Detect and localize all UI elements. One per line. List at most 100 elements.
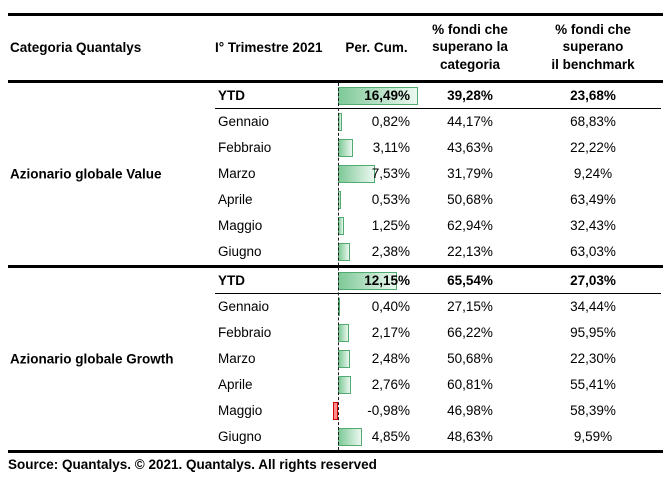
beat-category-cell: 46,98% (447, 403, 493, 418)
category-cell (8, 187, 215, 213)
cumulative-cell: 0,40% (338, 294, 415, 320)
table-row: Gennaio 0,82% 44,17% 68,83% (8, 109, 661, 135)
cumulative-cell: 3,11% (338, 135, 415, 161)
beat-benchmark-cell: 63,49% (570, 192, 616, 207)
cumulative-cell: 1,25% (338, 213, 415, 239)
performance-databar (338, 243, 350, 261)
column-header-cumulative: Per. Cum. (345, 39, 408, 55)
group-azionario-globale-value: Azionario globale Value YTD 16,49% 39,28… (8, 83, 661, 265)
beat-benchmark-cell: 9,59% (573, 429, 613, 444)
table-row: Febbraio 2,17% 66,22% 95,95% (8, 320, 661, 346)
period-cell: Maggio (218, 403, 263, 418)
beat-category-cell: 62,94% (447, 218, 493, 233)
cumulative-cell: 16,49% (338, 83, 418, 109)
category-cell (8, 398, 215, 424)
cumulative-value: -0,98% (367, 403, 410, 418)
period-cell: Marzo (218, 166, 256, 181)
cumulative-cell: -0,98% (333, 398, 415, 424)
source-note: Source: Quantalys. © 2021. Quantalys. Al… (8, 457, 377, 472)
group-rows: YTD 16,49% 39,28% 23,68% Gennaio 0,82% 4… (8, 83, 661, 265)
performance-databar (338, 350, 350, 368)
beat-category-cell: 27,15% (447, 299, 493, 314)
beat-category-cell: 43,63% (447, 140, 493, 155)
column-header-beat-category: % fondi che superano la categoria (432, 21, 508, 72)
table-header: Categoria Quantalys I° Trimestre 2021 Pe… (8, 16, 661, 78)
beat-category-cell: 22,13% (447, 244, 493, 259)
cumulative-value: 4,85% (371, 429, 410, 444)
table-row: Febbraio 3,11% 43,63% 22,22% (8, 135, 661, 161)
table-row: Aprile 2,76% 60,81% 55,41% (8, 372, 661, 398)
table-row: Marzo 2,48% 50,68% 22,30% (8, 346, 661, 372)
cumulative-value: 0,53% (371, 192, 410, 207)
category-label: Azionario globale Growth (10, 351, 174, 367)
cumulative-value: 7,53% (371, 166, 410, 181)
table-row: Gennaio 0,40% 27,15% 34,44% (8, 294, 661, 320)
performance-databar (333, 402, 338, 420)
beat-benchmark-cell: 55,41% (570, 377, 616, 392)
period-cell: Marzo (218, 351, 256, 366)
table-row: YTD 12,15% 65,54% 27,03% (8, 268, 661, 294)
period-cell: Gennaio (218, 114, 270, 129)
cumulative-cell: 2,17% (338, 320, 415, 346)
beat-benchmark-cell: 22,22% (570, 140, 616, 155)
beat-benchmark-cell: 32,43% (570, 218, 616, 233)
beat-benchmark-cell: 22,30% (570, 351, 616, 366)
category-cell (8, 161, 215, 187)
period-cell: Maggio (218, 218, 263, 233)
beat-category-cell: 44,17% (447, 114, 493, 129)
table-row: Maggio 1,25% 62,94% 32,43% (8, 213, 661, 239)
divider-header (8, 80, 663, 83)
beat-benchmark-cell: 27,03% (525, 268, 661, 294)
cumulative-value: 2,48% (371, 351, 410, 366)
cumulative-value: 3,11% (372, 140, 410, 155)
beat-benchmark-cell: 58,39% (570, 403, 616, 418)
cumulative-cell: 7,53% (338, 161, 415, 187)
performance-databar (338, 139, 353, 157)
category-cell (8, 135, 215, 161)
cumulative-cell: 0,53% (338, 187, 415, 213)
cumulative-value: 1,25% (371, 218, 410, 233)
beat-benchmark-cell: 68,83% (570, 114, 616, 129)
category-label: Azionario globale Value (10, 166, 162, 182)
beat-category-cell: 39,28% (415, 83, 525, 109)
table-row: Marzo 7,53% 31,79% 9,24% (8, 161, 661, 187)
table-row: Giugno 4,85% 48,63% 9,59% (8, 424, 661, 450)
category-cell (8, 109, 215, 135)
cumulative-cell: 0,82% (338, 109, 415, 135)
column-header-period: I° Trimestre 2021 (215, 39, 323, 55)
cumulative-value: 16,49% (364, 88, 410, 103)
category-cell (8, 320, 215, 346)
category-cell (8, 83, 215, 109)
period-cell: Febbraio (218, 140, 272, 155)
group-azionario-globale-growth: Azionario globale Growth YTD 12,15% 65,5… (8, 268, 661, 450)
category-cell (8, 239, 215, 265)
beat-benchmark-cell: 63,03% (570, 244, 616, 259)
databar-zero-axis (338, 83, 339, 450)
period-cell: Aprile (218, 192, 253, 207)
performance-databar (338, 324, 349, 342)
beat-benchmark-cell: 95,95% (570, 325, 616, 340)
cumulative-value: 2,17% (371, 325, 410, 340)
beat-benchmark-cell: 34,44% (570, 299, 616, 314)
category-cell (8, 346, 215, 372)
period-cell: Gennaio (218, 299, 270, 314)
cumulative-cell: 2,76% (338, 372, 415, 398)
divider-top (8, 13, 663, 16)
cumulative-value: 2,38% (371, 244, 410, 259)
cumulative-value: 0,82% (371, 114, 410, 129)
beat-category-cell: 31,79% (447, 166, 493, 181)
beat-category-cell: 60,81% (447, 377, 493, 392)
beat-category-cell: 66,22% (447, 325, 493, 340)
group-rows: YTD 12,15% 65,54% 27,03% Gennaio 0,40% 2… (8, 268, 661, 450)
cumulative-cell: 2,48% (338, 346, 415, 372)
table-row: YTD 16,49% 39,28% 23,68% (8, 83, 661, 109)
table-row: Giugno 2,38% 22,13% 63,03% (8, 239, 661, 265)
period-cell: Aprile (218, 377, 253, 392)
performance-databar (338, 428, 362, 446)
divider-groups (8, 265, 663, 268)
cumulative-cell: 4,85% (338, 424, 415, 450)
beat-category-cell: 48,63% (447, 429, 493, 444)
beat-category-cell: 50,68% (447, 192, 493, 207)
cumulative-cell: 2,38% (338, 239, 415, 265)
